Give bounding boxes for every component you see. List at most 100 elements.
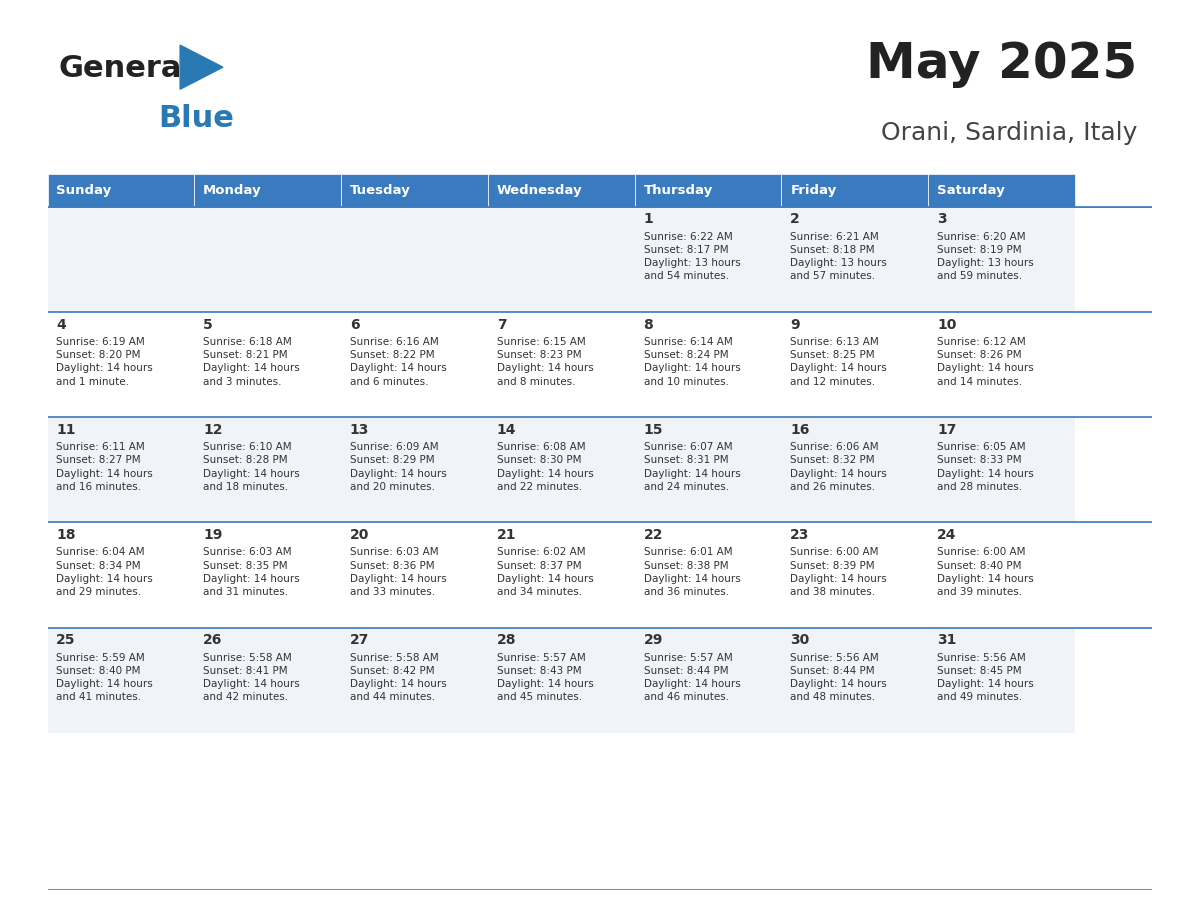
Text: Sunrise: 5:57 AM
Sunset: 8:43 PM
Daylight: 14 hours
and 45 minutes.: Sunrise: 5:57 AM Sunset: 8:43 PM Dayligh… [497, 653, 594, 702]
FancyBboxPatch shape [48, 417, 195, 522]
Text: 7: 7 [497, 318, 506, 331]
Text: Sunrise: 6:21 AM
Sunset: 8:18 PM
Daylight: 13 hours
and 57 minutes.: Sunrise: 6:21 AM Sunset: 8:18 PM Dayligh… [790, 231, 887, 281]
FancyBboxPatch shape [634, 312, 782, 417]
FancyBboxPatch shape [928, 522, 1075, 628]
Text: Sunrise: 6:03 AM
Sunset: 8:36 PM
Daylight: 14 hours
and 33 minutes.: Sunrise: 6:03 AM Sunset: 8:36 PM Dayligh… [350, 547, 447, 597]
Text: Sunrise: 6:12 AM
Sunset: 8:26 PM
Daylight: 14 hours
and 14 minutes.: Sunrise: 6:12 AM Sunset: 8:26 PM Dayligh… [937, 337, 1034, 386]
FancyBboxPatch shape [48, 628, 195, 733]
Text: Sunrise: 6:01 AM
Sunset: 8:38 PM
Daylight: 14 hours
and 36 minutes.: Sunrise: 6:01 AM Sunset: 8:38 PM Dayligh… [644, 547, 740, 597]
Text: Sunrise: 6:07 AM
Sunset: 8:31 PM
Daylight: 14 hours
and 24 minutes.: Sunrise: 6:07 AM Sunset: 8:31 PM Dayligh… [644, 442, 740, 492]
Text: 2: 2 [790, 212, 800, 227]
FancyBboxPatch shape [195, 417, 341, 522]
FancyBboxPatch shape [341, 628, 488, 733]
Text: Sunrise: 6:02 AM
Sunset: 8:37 PM
Daylight: 14 hours
and 34 minutes.: Sunrise: 6:02 AM Sunset: 8:37 PM Dayligh… [497, 547, 594, 597]
Text: Sunrise: 5:58 AM
Sunset: 8:42 PM
Daylight: 14 hours
and 44 minutes.: Sunrise: 5:58 AM Sunset: 8:42 PM Dayligh… [350, 653, 447, 702]
FancyBboxPatch shape [341, 207, 488, 312]
Text: 8: 8 [644, 318, 653, 331]
Text: 27: 27 [350, 633, 369, 647]
Text: 5: 5 [203, 318, 213, 331]
FancyBboxPatch shape [634, 522, 782, 628]
Text: 24: 24 [937, 528, 956, 543]
Text: Blue: Blue [159, 104, 234, 133]
Text: Sunrise: 6:05 AM
Sunset: 8:33 PM
Daylight: 14 hours
and 28 minutes.: Sunrise: 6:05 AM Sunset: 8:33 PM Dayligh… [937, 442, 1034, 492]
Text: 12: 12 [203, 423, 222, 437]
FancyBboxPatch shape [782, 174, 928, 207]
Text: Sunrise: 6:16 AM
Sunset: 8:22 PM
Daylight: 14 hours
and 6 minutes.: Sunrise: 6:16 AM Sunset: 8:22 PM Dayligh… [350, 337, 447, 386]
Text: 14: 14 [497, 423, 517, 437]
Text: 9: 9 [790, 318, 800, 331]
Text: 31: 31 [937, 633, 956, 647]
FancyBboxPatch shape [341, 174, 488, 207]
Text: Sunrise: 6:00 AM
Sunset: 8:39 PM
Daylight: 14 hours
and 38 minutes.: Sunrise: 6:00 AM Sunset: 8:39 PM Dayligh… [790, 547, 887, 597]
FancyBboxPatch shape [48, 174, 195, 207]
Text: Sunday: Sunday [56, 184, 112, 197]
FancyBboxPatch shape [928, 312, 1075, 417]
Text: Sunrise: 6:09 AM
Sunset: 8:29 PM
Daylight: 14 hours
and 20 minutes.: Sunrise: 6:09 AM Sunset: 8:29 PM Dayligh… [350, 442, 447, 492]
Text: Sunrise: 6:18 AM
Sunset: 8:21 PM
Daylight: 14 hours
and 3 minutes.: Sunrise: 6:18 AM Sunset: 8:21 PM Dayligh… [203, 337, 299, 386]
Text: Sunrise: 6:06 AM
Sunset: 8:32 PM
Daylight: 14 hours
and 26 minutes.: Sunrise: 6:06 AM Sunset: 8:32 PM Dayligh… [790, 442, 887, 492]
Text: 22: 22 [644, 528, 663, 543]
FancyBboxPatch shape [634, 417, 782, 522]
FancyBboxPatch shape [341, 312, 488, 417]
Text: Sunrise: 5:56 AM
Sunset: 8:44 PM
Daylight: 14 hours
and 48 minutes.: Sunrise: 5:56 AM Sunset: 8:44 PM Dayligh… [790, 653, 887, 702]
Text: Sunrise: 6:19 AM
Sunset: 8:20 PM
Daylight: 14 hours
and 1 minute.: Sunrise: 6:19 AM Sunset: 8:20 PM Dayligh… [56, 337, 153, 386]
Text: 6: 6 [350, 318, 360, 331]
Text: Sunrise: 5:59 AM
Sunset: 8:40 PM
Daylight: 14 hours
and 41 minutes.: Sunrise: 5:59 AM Sunset: 8:40 PM Dayligh… [56, 653, 153, 702]
FancyBboxPatch shape [488, 207, 634, 312]
FancyBboxPatch shape [195, 522, 341, 628]
FancyBboxPatch shape [195, 312, 341, 417]
Text: 16: 16 [790, 423, 810, 437]
Text: Sunrise: 6:15 AM
Sunset: 8:23 PM
Daylight: 14 hours
and 8 minutes.: Sunrise: 6:15 AM Sunset: 8:23 PM Dayligh… [497, 337, 594, 386]
Text: 19: 19 [203, 528, 222, 543]
FancyBboxPatch shape [782, 628, 928, 733]
Text: Sunrise: 6:04 AM
Sunset: 8:34 PM
Daylight: 14 hours
and 29 minutes.: Sunrise: 6:04 AM Sunset: 8:34 PM Dayligh… [56, 547, 153, 597]
Text: Sunrise: 6:22 AM
Sunset: 8:17 PM
Daylight: 13 hours
and 54 minutes.: Sunrise: 6:22 AM Sunset: 8:17 PM Dayligh… [644, 231, 740, 281]
FancyBboxPatch shape [634, 207, 782, 312]
FancyBboxPatch shape [488, 417, 634, 522]
Text: 28: 28 [497, 633, 517, 647]
Text: 1: 1 [644, 212, 653, 227]
Text: Friday: Friday [790, 184, 836, 197]
FancyBboxPatch shape [488, 174, 634, 207]
Text: 23: 23 [790, 528, 810, 543]
Text: Sunrise: 6:10 AM
Sunset: 8:28 PM
Daylight: 14 hours
and 18 minutes.: Sunrise: 6:10 AM Sunset: 8:28 PM Dayligh… [203, 442, 299, 492]
Text: Sunrise: 6:14 AM
Sunset: 8:24 PM
Daylight: 14 hours
and 10 minutes.: Sunrise: 6:14 AM Sunset: 8:24 PM Dayligh… [644, 337, 740, 386]
Polygon shape [181, 45, 223, 89]
Text: 20: 20 [350, 528, 369, 543]
Text: Sunrise: 5:57 AM
Sunset: 8:44 PM
Daylight: 14 hours
and 46 minutes.: Sunrise: 5:57 AM Sunset: 8:44 PM Dayligh… [644, 653, 740, 702]
FancyBboxPatch shape [195, 207, 341, 312]
FancyBboxPatch shape [782, 417, 928, 522]
Text: Sunrise: 6:03 AM
Sunset: 8:35 PM
Daylight: 14 hours
and 31 minutes.: Sunrise: 6:03 AM Sunset: 8:35 PM Dayligh… [203, 547, 299, 597]
Text: Sunrise: 6:13 AM
Sunset: 8:25 PM
Daylight: 14 hours
and 12 minutes.: Sunrise: 6:13 AM Sunset: 8:25 PM Dayligh… [790, 337, 887, 386]
Text: 25: 25 [56, 633, 76, 647]
Text: 29: 29 [644, 633, 663, 647]
Text: 4: 4 [56, 318, 67, 331]
Text: Orani, Sardinia, Italy: Orani, Sardinia, Italy [881, 121, 1138, 145]
Text: Sunrise: 6:00 AM
Sunset: 8:40 PM
Daylight: 14 hours
and 39 minutes.: Sunrise: 6:00 AM Sunset: 8:40 PM Dayligh… [937, 547, 1034, 597]
FancyBboxPatch shape [928, 628, 1075, 733]
Text: 26: 26 [203, 633, 222, 647]
FancyBboxPatch shape [488, 522, 634, 628]
Text: Sunrise: 6:11 AM
Sunset: 8:27 PM
Daylight: 14 hours
and 16 minutes.: Sunrise: 6:11 AM Sunset: 8:27 PM Dayligh… [56, 442, 153, 492]
Text: Sunrise: 6:20 AM
Sunset: 8:19 PM
Daylight: 13 hours
and 59 minutes.: Sunrise: 6:20 AM Sunset: 8:19 PM Dayligh… [937, 231, 1034, 281]
Text: 17: 17 [937, 423, 956, 437]
FancyBboxPatch shape [341, 522, 488, 628]
Text: 18: 18 [56, 528, 76, 543]
Text: 30: 30 [790, 633, 809, 647]
Text: Sunrise: 6:08 AM
Sunset: 8:30 PM
Daylight: 14 hours
and 22 minutes.: Sunrise: 6:08 AM Sunset: 8:30 PM Dayligh… [497, 442, 594, 492]
FancyBboxPatch shape [48, 207, 195, 312]
FancyBboxPatch shape [782, 312, 928, 417]
FancyBboxPatch shape [782, 522, 928, 628]
FancyBboxPatch shape [928, 207, 1075, 312]
Text: 11: 11 [56, 423, 76, 437]
Text: 15: 15 [644, 423, 663, 437]
FancyBboxPatch shape [634, 174, 782, 207]
Text: Wednesday: Wednesday [497, 184, 582, 197]
Text: Tuesday: Tuesday [350, 184, 411, 197]
Text: Saturday: Saturday [937, 184, 1005, 197]
FancyBboxPatch shape [488, 312, 634, 417]
Text: 10: 10 [937, 318, 956, 331]
FancyBboxPatch shape [48, 312, 195, 417]
Text: General: General [58, 54, 192, 84]
FancyBboxPatch shape [634, 628, 782, 733]
